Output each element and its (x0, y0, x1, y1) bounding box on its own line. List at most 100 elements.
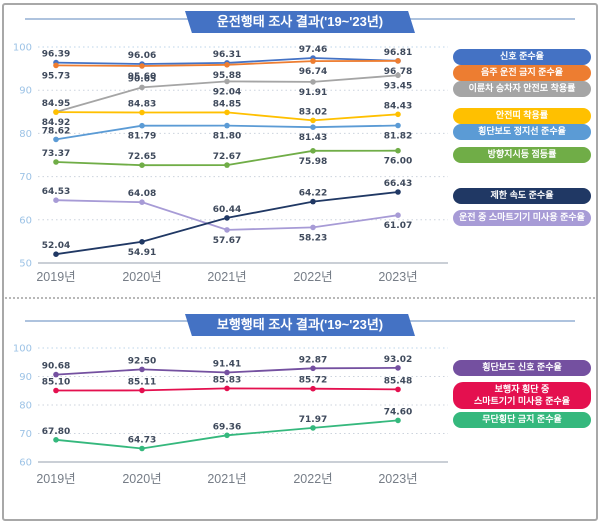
data-point-label: 90.68 (42, 362, 70, 372)
data-point (139, 445, 145, 452)
x-axis-label: 2023년 (378, 270, 417, 284)
x-axis-label: 2020년 (122, 472, 161, 486)
data-point (310, 198, 316, 205)
legend-pill: 이륜차 승차자 안전모 착용률 (453, 81, 591, 97)
data-point (224, 122, 230, 129)
data-point-label: 81.82 (384, 132, 412, 142)
data-point-label: 64.22 (299, 189, 327, 199)
legend-pill: 신호 준수율 (453, 49, 591, 65)
data-point-label: 78.62 (42, 126, 70, 136)
data-point-label: 96.31 (213, 50, 241, 60)
data-point-label: 60.44 (213, 205, 241, 215)
data-point (139, 122, 145, 129)
data-point-label: 66.43 (384, 179, 412, 189)
data-point (224, 385, 230, 392)
data-point-label: 96.78 (384, 67, 412, 77)
data-point (395, 417, 401, 424)
legend-pill-label: 음주 운전 금지 준수율 (480, 67, 564, 77)
data-point-label: 81.79 (128, 132, 156, 142)
data-point (395, 111, 401, 118)
data-point (139, 387, 145, 394)
data-point-label: 61.07 (384, 221, 412, 231)
data-point (395, 386, 401, 393)
legend-pill-label: 횡단보도 신호 준수율 (482, 362, 562, 372)
data-point-label: 57.67 (213, 236, 241, 246)
y-tick-label: 50 (19, 259, 32, 270)
data-point-label: 92.04 (213, 87, 241, 97)
data-point-label: 91.41 (213, 360, 241, 370)
data-point (395, 58, 401, 64)
data-point-label: 58.23 (299, 233, 327, 243)
data-point (224, 227, 230, 233)
data-point (53, 437, 59, 443)
data-point-label: 85.11 (128, 377, 156, 387)
data-point-label: 93.02 (384, 355, 412, 365)
data-point-label: 84.83 (128, 100, 156, 110)
data-point (139, 84, 145, 91)
data-point (53, 387, 59, 394)
data-point-label: 95.88 (213, 71, 241, 81)
y-tick-label: 70 (19, 172, 32, 183)
data-point (53, 371, 59, 378)
data-point-label: 95.60 (128, 72, 156, 82)
data-point-label: 73.37 (42, 149, 70, 159)
data-point-label: 64.73 (128, 436, 156, 446)
data-point-label: 74.60 (384, 407, 412, 417)
data-point (310, 385, 316, 392)
data-point-label: 85.72 (299, 376, 327, 386)
y-tick-label: 90 (19, 372, 32, 383)
data-point-label: 93.45 (384, 81, 412, 91)
data-point (395, 189, 401, 195)
data-point (53, 136, 59, 143)
data-point (310, 148, 316, 154)
data-point-label: 72.67 (213, 152, 241, 162)
y-tick-label: 80 (19, 401, 32, 412)
data-point-label: 75.98 (299, 157, 327, 167)
legend-pill-label: 신호 준수율 (500, 51, 544, 61)
data-point (139, 162, 145, 168)
data-point (395, 147, 401, 154)
legend-pill-label: 방향지시등 점등률 (487, 149, 557, 159)
data-point (310, 117, 316, 124)
y-tick-label: 100 (13, 43, 32, 54)
data-point (224, 432, 230, 439)
x-axis-label: 2019년 (36, 270, 75, 284)
data-point (224, 78, 230, 85)
pedestrian-chart-svg: 100 90 80 70 60 2019년 2020년 2021년 2022년 2023년 90.6… (13, 344, 448, 486)
x-axis-label: 2021년 (207, 472, 246, 486)
data-point (53, 197, 59, 203)
data-point-label: 71.97 (299, 415, 327, 425)
data-point (395, 122, 401, 129)
data-point-label: 76.00 (384, 157, 412, 167)
data-point-label: 52.04 (42, 241, 70, 251)
x-axis-label: 2022년 (293, 270, 332, 284)
data-point (310, 365, 316, 372)
data-point (395, 365, 401, 371)
data-point-label: 64.08 (128, 189, 156, 199)
y-tick-label: 60 (19, 215, 32, 226)
data-point (395, 72, 401, 79)
x-axis-label: 2020년 (122, 270, 161, 284)
data-point (53, 251, 59, 257)
pedestrian-chart-title-banner: 보행행태 조사 결과('19~'23년) (185, 314, 415, 336)
data-point (224, 215, 230, 221)
data-point-label: 95.73 (42, 71, 70, 81)
data-point-label: 92.50 (128, 356, 156, 366)
data-point-label: 85.10 (42, 378, 70, 388)
data-point (310, 124, 316, 130)
legend-pill: 횡단보도 정지선 준수율 (453, 124, 591, 140)
data-point (310, 79, 316, 85)
data-point-label: 84.92 (42, 118, 70, 128)
data-point-label: 54.91 (128, 248, 156, 258)
driving-chart-svg: 100 90 80 70 60 50 2019년 2020년 2021년 2022년 2023년 96… (13, 43, 448, 284)
driving-chart-title-banner: 운전행태 조사 결과('19~'23년) (185, 11, 415, 33)
x-axis-label: 2023년 (378, 472, 417, 486)
data-point (224, 62, 230, 68)
data-point-label: 83.02 (299, 107, 327, 117)
section-divider (5, 297, 595, 299)
data-point-label: 92.87 (299, 355, 327, 365)
data-point (139, 239, 145, 245)
data-point (139, 63, 145, 69)
data-point-label: 97.46 (299, 45, 327, 55)
